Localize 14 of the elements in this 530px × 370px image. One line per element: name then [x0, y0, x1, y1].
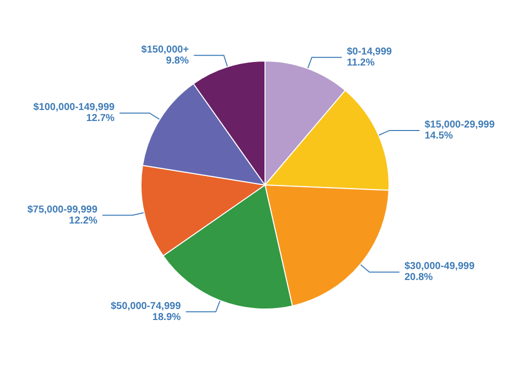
- slice-label: $50,000-74,999: [110, 300, 182, 312]
- slice-label: $150,000+: [141, 44, 189, 56]
- data-label: 11.2%: [346, 57, 375, 68]
- data-label: 18.9%: [152, 312, 181, 323]
- data-label: 12.2%: [69, 215, 98, 226]
- data-label: 12.7%: [86, 113, 115, 124]
- slice-label: $75,000-99,999: [27, 204, 98, 216]
- data-label: 14.5%: [424, 130, 454, 142]
- slice-label: $30,000-49,999: [404, 261, 475, 272]
- data-label: 9.8%: [166, 55, 189, 66]
- data-label: 20.8%: [404, 272, 433, 284]
- slice-label: $0-14,999: [346, 46, 392, 58]
- slice-label: $100,000-149,999: [33, 102, 115, 114]
- slice-label: $15,000-29,999: [424, 119, 496, 130]
